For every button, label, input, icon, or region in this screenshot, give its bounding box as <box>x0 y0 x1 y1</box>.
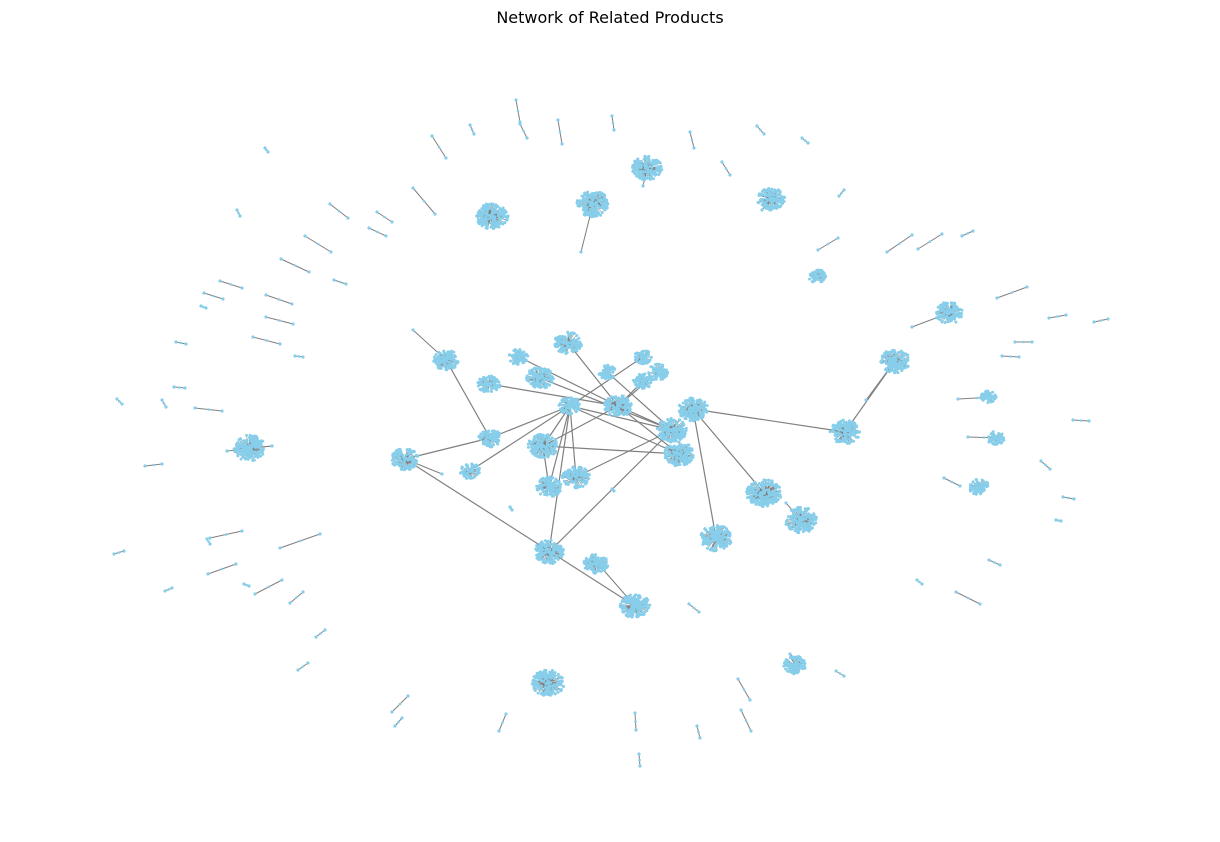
graph-node <box>543 692 547 696</box>
graph-node <box>618 604 622 608</box>
graph-node <box>599 569 603 573</box>
graph-node <box>621 610 625 614</box>
graph-node <box>533 688 537 692</box>
graph-edge <box>575 429 673 478</box>
graph-node <box>637 599 641 603</box>
graph-node <box>552 683 556 687</box>
graph-edge <box>469 405 571 472</box>
graph-node <box>535 679 539 683</box>
graph-node <box>594 553 598 557</box>
graph-node <box>559 683 563 687</box>
graph-node <box>552 677 556 681</box>
graph-node <box>558 675 562 679</box>
graph-node <box>538 673 542 677</box>
graph-node <box>645 600 649 604</box>
graph-node <box>562 685 566 689</box>
graph-node <box>544 675 548 679</box>
graph-node <box>628 609 632 613</box>
graph-node <box>553 692 557 696</box>
graph-edge <box>404 458 636 607</box>
graph-node <box>642 598 646 602</box>
graph-node <box>546 681 550 685</box>
graph-node <box>626 595 630 599</box>
graph-node <box>547 687 551 691</box>
graph-node <box>591 569 595 573</box>
node-layer <box>112 98 1110 768</box>
graph-node <box>596 556 600 560</box>
chart-title: Network of Related Products <box>496 8 724 27</box>
edge-layer <box>113 99 1109 767</box>
graph-node <box>536 691 540 695</box>
graph-node <box>636 611 640 615</box>
graph-edge <box>569 356 644 407</box>
graph-node <box>532 675 536 679</box>
graph-node <box>533 683 537 687</box>
graph-node <box>621 598 625 602</box>
graph-node <box>591 567 595 571</box>
graph-edge <box>488 383 619 407</box>
graph-node <box>584 559 588 563</box>
graph-node <box>541 679 545 683</box>
graph-edge <box>548 405 571 553</box>
graph-edge <box>569 405 577 478</box>
graph-node <box>631 598 635 602</box>
graph-node <box>543 669 547 673</box>
graph-edge <box>489 405 571 439</box>
graph-edge <box>569 405 673 431</box>
graph-node <box>637 594 641 598</box>
graph-edge <box>567 342 619 407</box>
graph-node <box>538 670 542 674</box>
graph-edge <box>548 405 571 488</box>
graph-node <box>631 608 635 612</box>
graph-node <box>551 687 555 691</box>
graph-node <box>553 674 557 678</box>
graph-node <box>548 693 552 697</box>
graph-node <box>636 608 640 612</box>
graph-edge <box>412 329 447 361</box>
graph-node <box>554 688 558 692</box>
graph-node <box>625 600 629 604</box>
graph-node <box>648 603 652 607</box>
graph-node <box>633 604 637 608</box>
graph-node <box>636 615 640 619</box>
graph-node <box>584 566 588 570</box>
graph-node <box>560 679 564 683</box>
graph-node <box>631 613 635 617</box>
graph-edge <box>569 405 680 455</box>
graph-node <box>641 604 645 608</box>
graph-edge <box>692 408 717 539</box>
graph-node <box>556 672 560 676</box>
graph-edge <box>445 359 491 439</box>
graph-node <box>546 692 550 696</box>
graph-node <box>632 594 636 598</box>
graph-node <box>628 601 632 605</box>
graph-node <box>537 686 541 690</box>
graph-node <box>550 672 554 676</box>
graph-edge <box>692 408 846 433</box>
graph-node <box>583 562 587 566</box>
graph-node <box>638 603 642 607</box>
graph-node <box>544 687 548 691</box>
graph-node <box>589 555 593 559</box>
graph-edge <box>518 356 619 407</box>
graph-node <box>556 690 560 694</box>
graph-node <box>597 558 601 562</box>
graph-node <box>623 606 627 610</box>
graph-node <box>540 687 544 691</box>
graph-edge <box>542 445 680 455</box>
graph-node <box>535 672 539 676</box>
graph-node <box>559 689 563 693</box>
graph-node <box>553 671 557 675</box>
graph-node <box>539 692 543 696</box>
graph-edge <box>548 429 673 553</box>
graph-node <box>588 563 592 567</box>
graph-node <box>639 613 643 617</box>
graph-node <box>536 676 540 680</box>
graph-node <box>643 610 647 614</box>
graph-edge <box>692 408 765 494</box>
graph-node <box>638 606 642 610</box>
